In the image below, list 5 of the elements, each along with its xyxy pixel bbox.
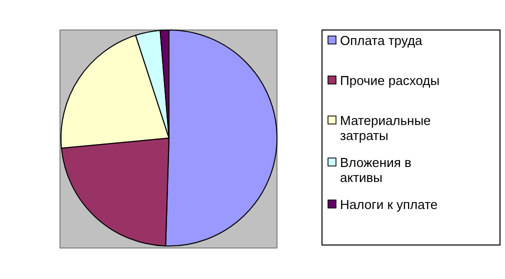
legend-label: Оплата труда — [340, 33, 424, 48]
legend-label: Налоги к уплате — [340, 197, 438, 212]
legend-label: Прочие расходы — [340, 73, 440, 88]
legend-label: Материальные затраты — [340, 113, 431, 143]
legend-label: Вложения в активы — [340, 155, 412, 185]
